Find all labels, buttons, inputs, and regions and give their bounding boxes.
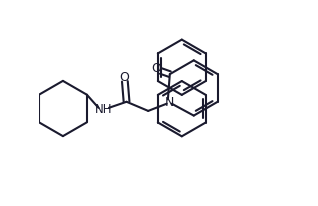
Text: N: N (165, 96, 175, 109)
Text: O: O (152, 62, 162, 75)
Text: O: O (119, 70, 129, 83)
Text: NH: NH (95, 103, 113, 115)
